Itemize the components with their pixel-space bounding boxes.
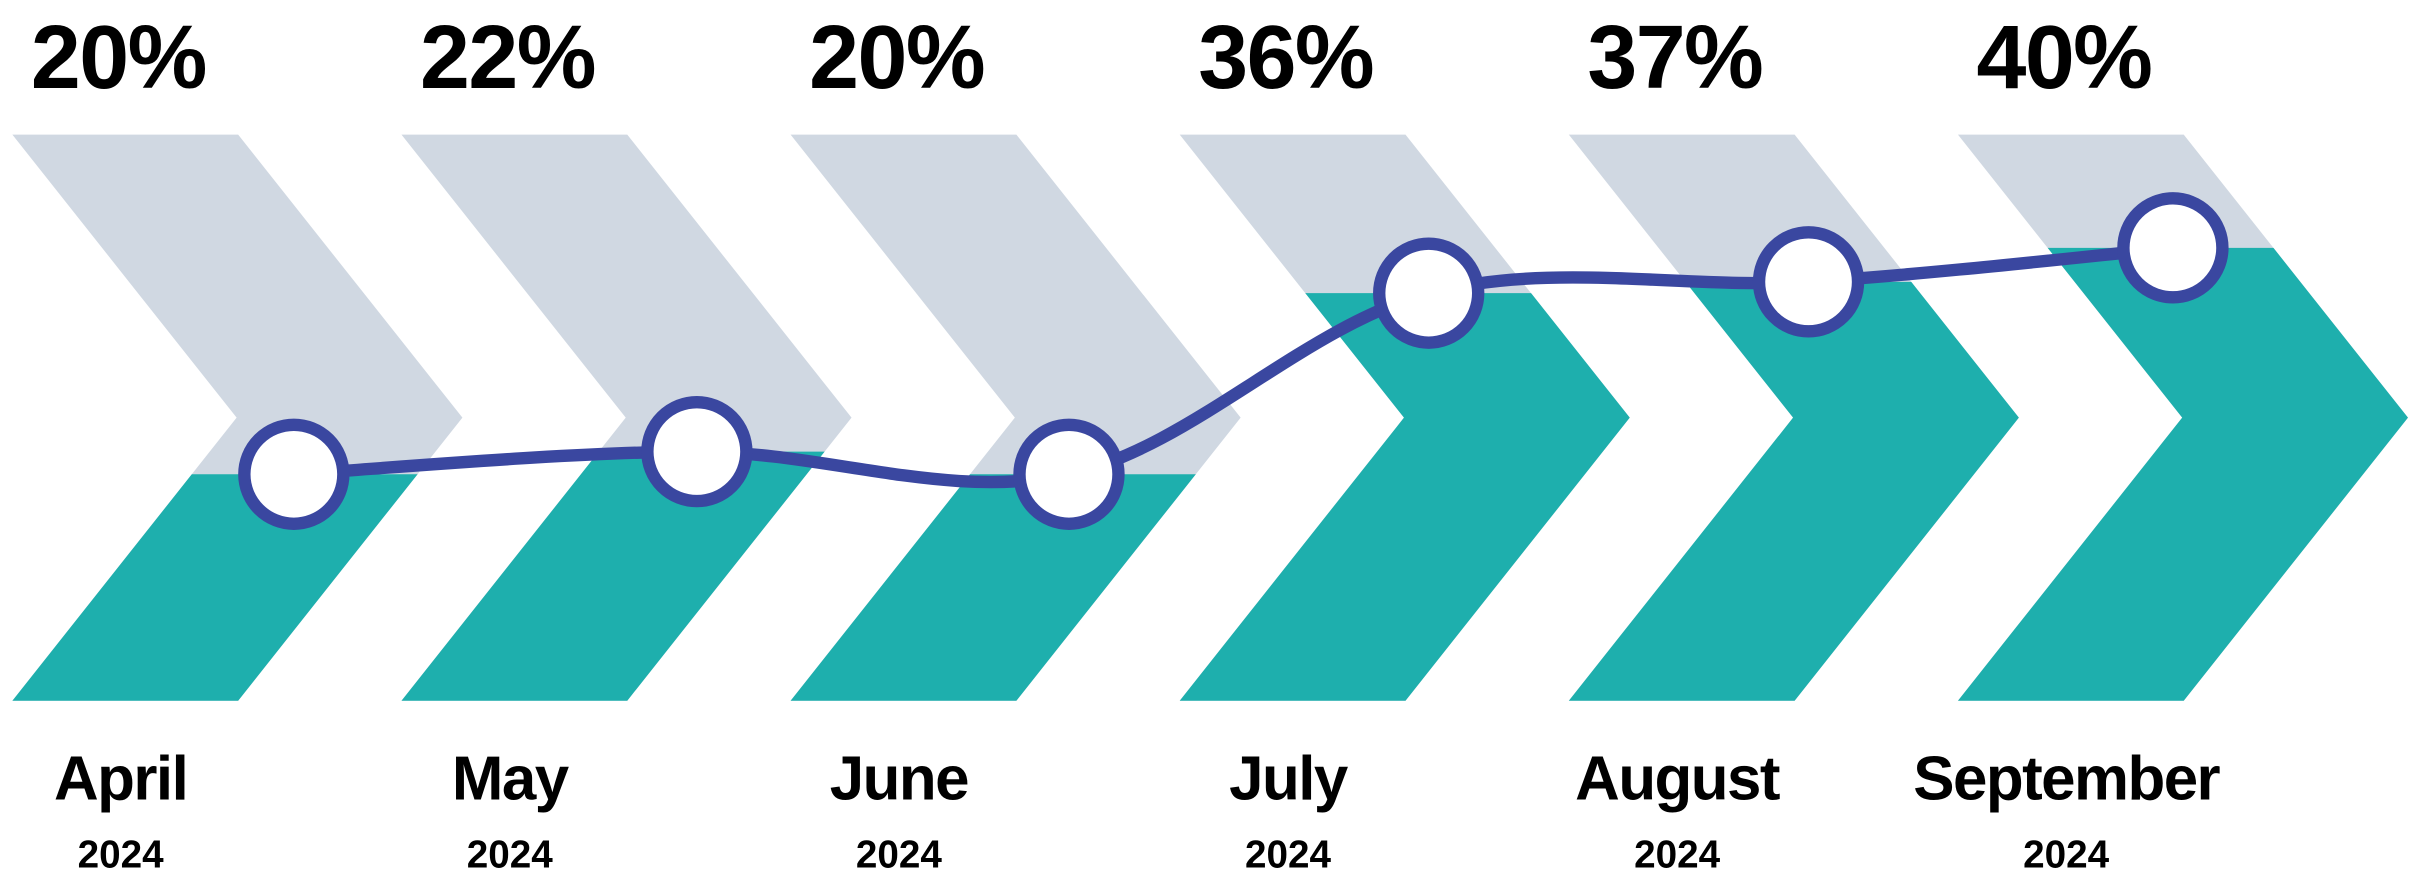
chevron-fill xyxy=(1957,247,2408,701)
year-label: 2024 xyxy=(2023,834,2109,874)
chevron-fill xyxy=(1179,293,1630,701)
month-label: June xyxy=(830,745,968,814)
year-label: 2024 xyxy=(78,834,164,874)
chevron-fill xyxy=(12,474,418,701)
year-label: 2024 xyxy=(856,834,942,874)
value-label: 37% xyxy=(1587,8,1762,108)
data-point xyxy=(1752,226,1865,338)
value-label: 22% xyxy=(420,8,595,108)
month-label: July xyxy=(1229,745,1349,814)
value-label: 36% xyxy=(1198,8,1373,108)
data-point xyxy=(1373,237,1485,349)
month-label: May xyxy=(452,745,570,814)
chevron-fill xyxy=(790,474,1196,701)
month-label: September xyxy=(1913,745,2220,814)
year-label: 2024 xyxy=(467,834,553,874)
chevron-fill xyxy=(401,451,825,701)
data-point xyxy=(2117,192,2229,304)
chevron-fill xyxy=(1568,281,2019,701)
year-label: 2024 xyxy=(1245,834,1331,874)
value-label: 20% xyxy=(809,8,984,108)
value-label: 20% xyxy=(31,8,206,108)
month-label: August xyxy=(1575,745,1780,814)
month-label: April xyxy=(54,745,187,814)
value-label: 40% xyxy=(1976,8,2151,108)
data-point xyxy=(641,395,753,508)
data-point xyxy=(238,418,350,530)
year-label: 2024 xyxy=(1634,834,1720,874)
data-point xyxy=(1013,418,1125,530)
